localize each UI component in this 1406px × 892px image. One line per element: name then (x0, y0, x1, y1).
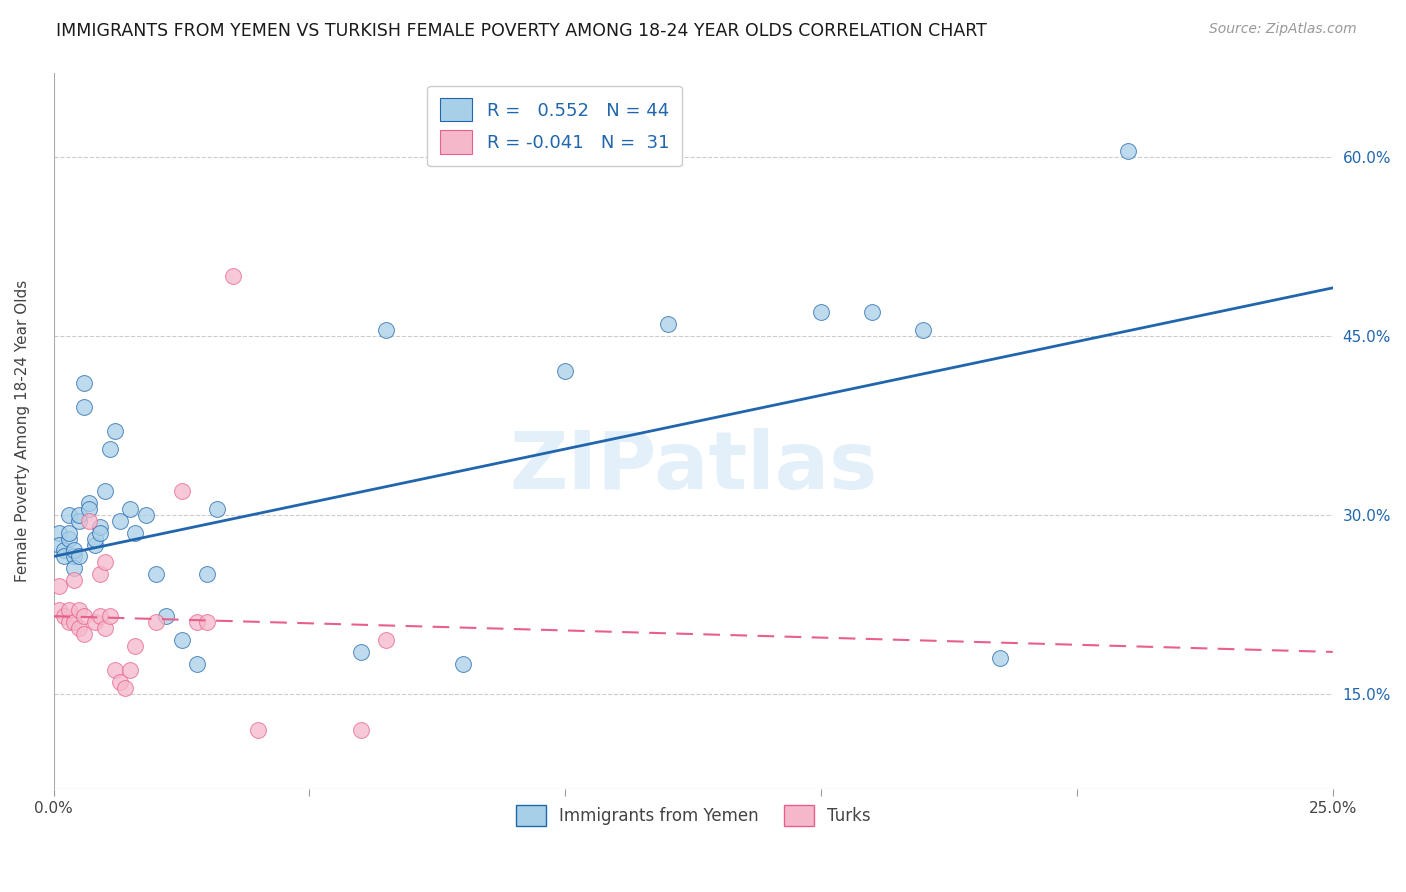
Point (89, 519, 111, 533)
Point (375, 323, 398, 337)
Point (124, 639, 146, 653)
Point (124, 525, 146, 540)
Point (108, 514, 131, 528)
Point (89, 609, 111, 624)
Point (195, 567, 218, 582)
Point (207, 501, 229, 516)
Point (79, 501, 101, 516)
Point (195, 615, 218, 629)
Point (349, 645, 371, 659)
Point (48, 579, 70, 593)
Point (52, 549, 75, 564)
Point (52, 609, 75, 624)
Point (860, 304, 883, 318)
Point (63, 543, 86, 558)
Point (247, 723, 270, 737)
Point (912, 323, 935, 337)
Point (186, 615, 208, 629)
Point (155, 609, 177, 624)
Point (988, 651, 1011, 665)
Point (1116, 144, 1139, 158)
Point (79, 496, 101, 510)
Point (554, 364, 576, 378)
Point (73, 401, 96, 415)
Point (98, 442, 121, 456)
Point (63, 561, 86, 575)
Point (120, 501, 142, 516)
Point (63, 574, 86, 588)
Point (145, 567, 167, 582)
Point (94, 621, 117, 635)
Point (104, 663, 127, 677)
Point (145, 615, 167, 629)
Point (73, 609, 96, 624)
Point (186, 657, 208, 671)
Point (98, 609, 121, 624)
Point (58, 603, 80, 617)
Point (135, 508, 157, 522)
Text: Source: ZipAtlas.com: Source: ZipAtlas.com (1209, 22, 1357, 37)
Point (104, 424, 127, 438)
Point (58, 615, 80, 629)
Point (48, 537, 70, 551)
Y-axis label: Female Poverty Among 18-24 Year Olds: Female Poverty Among 18-24 Year Olds (15, 280, 30, 582)
Point (73, 376, 96, 391)
Point (114, 681, 136, 695)
Point (58, 508, 80, 522)
Point (120, 663, 142, 677)
Point (375, 632, 398, 647)
Point (349, 723, 371, 737)
Point (89, 525, 111, 540)
Point (108, 674, 131, 689)
Point (67, 508, 90, 522)
Point (73, 627, 96, 641)
Point (170, 632, 193, 647)
Point (79, 514, 101, 528)
Point (67, 621, 90, 635)
Legend: Immigrants from Yemen, Turks: Immigrants from Yemen, Turks (508, 797, 879, 835)
Point (222, 268, 245, 283)
Text: IMMIGRANTS FROM YEMEN VS TURKISH FEMALE POVERTY AMONG 18-24 YEAR OLDS CORRELATIO: IMMIGRANTS FROM YEMEN VS TURKISH FEMALE … (56, 22, 987, 40)
Point (94, 556, 117, 570)
Point (83, 537, 105, 551)
Point (94, 483, 117, 498)
Point (83, 532, 105, 546)
Point (63, 615, 86, 629)
Point (63, 549, 86, 564)
Point (451, 657, 474, 671)
Point (58, 525, 80, 540)
Point (170, 483, 193, 498)
Point (52, 543, 75, 558)
Point (810, 304, 832, 318)
Point (83, 615, 105, 629)
Point (48, 525, 70, 540)
Point (67, 603, 90, 617)
Point (58, 532, 80, 546)
Point (67, 549, 90, 564)
Text: ZIPatlas: ZIPatlas (509, 428, 877, 506)
Point (48, 603, 70, 617)
Point (89, 567, 111, 582)
Point (67, 514, 90, 528)
Point (657, 317, 679, 331)
